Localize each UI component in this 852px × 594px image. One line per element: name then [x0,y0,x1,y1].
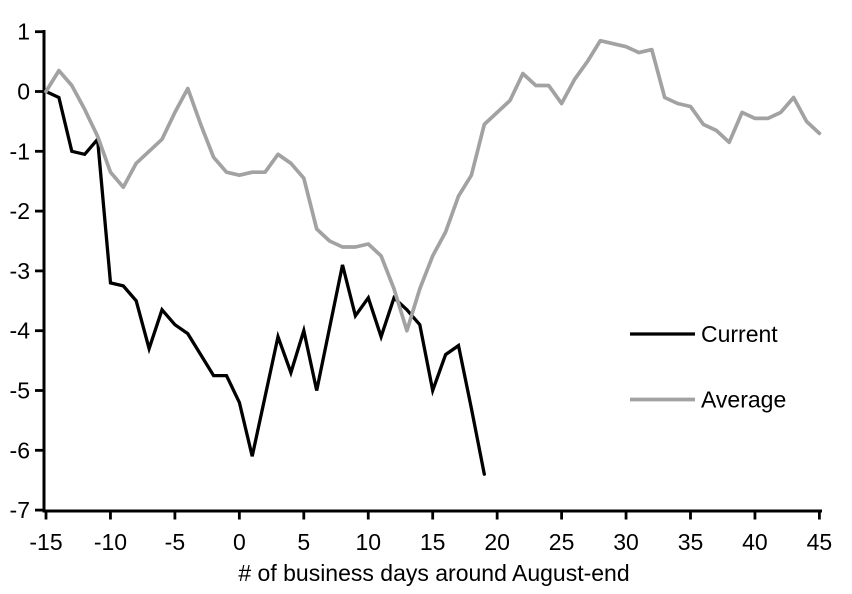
x-tick-label: -5 [165,529,185,555]
x-tick-label: 40 [742,529,768,555]
legend-current-label: Current [701,321,778,347]
series-line-current [44,89,486,476]
x-tick-label: 15 [420,529,446,555]
x-tick-label: -15 [29,529,62,555]
x-tick-label: -10 [94,529,127,555]
y-tick-label: -6 [10,437,30,463]
y-tick-label: -5 [10,378,30,404]
x-tick-label: 45 [807,529,833,555]
x-tick-label: 25 [549,529,575,555]
y-tick-label: -2 [10,198,30,224]
y-tick-label: 0 [17,79,30,105]
y-tick-label: -3 [10,258,30,284]
x-tick-label: 30 [613,529,639,555]
y-tick-label: -4 [10,318,31,344]
y-tick-label: 1 [17,19,30,45]
x-tick-label: 35 [678,529,704,555]
series-line-average [44,38,822,333]
y-tick-label: -7 [10,497,30,523]
x-axis: -15 -10 -5 0 5 10 15 20 25 30 35 40 45 [29,509,833,555]
x-tick-label: 20 [484,529,510,555]
x-tick-label: 0 [233,529,246,555]
legend-average-label: Average [701,387,786,413]
legend: Current Average [630,321,786,413]
y-tick-label: -1 [10,138,30,164]
y-axis: 1 0 -1 -2 -3 -4 -5 -6 -7 [10,19,46,523]
x-tick-label: 10 [355,529,381,555]
x-axis-title: # of business days around August-end [238,560,629,586]
x-tick-label: 5 [297,529,310,555]
series-lines [44,38,822,476]
